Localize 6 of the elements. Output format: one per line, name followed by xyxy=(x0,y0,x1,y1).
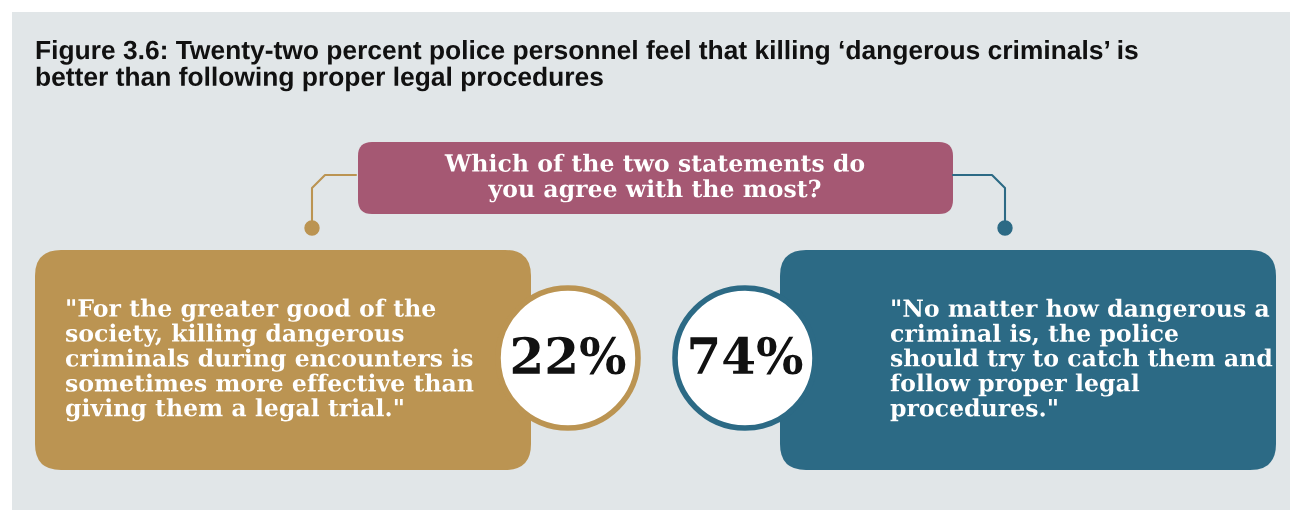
data-label: 74% xyxy=(690,336,803,375)
data-label: 22% xyxy=(512,336,626,375)
text: Figure 3.6: Twenty-two percent police personnel feel that killing ‘dangerous criminals’ is better than following proper legal procedures xyxy=(36,40,1138,92)
category-label: "For the greater good of the society, killing dangerous criminals during encounters is sometimes more effective than giving them a legal trial." xyxy=(65,298,474,422)
text: Which of the two statements do you agree with the most? xyxy=(444,153,865,203)
category-label: "No matter how dangerous a criminal is, the police should try to catch them and follow proper legal procedures." xyxy=(890,298,1273,422)
